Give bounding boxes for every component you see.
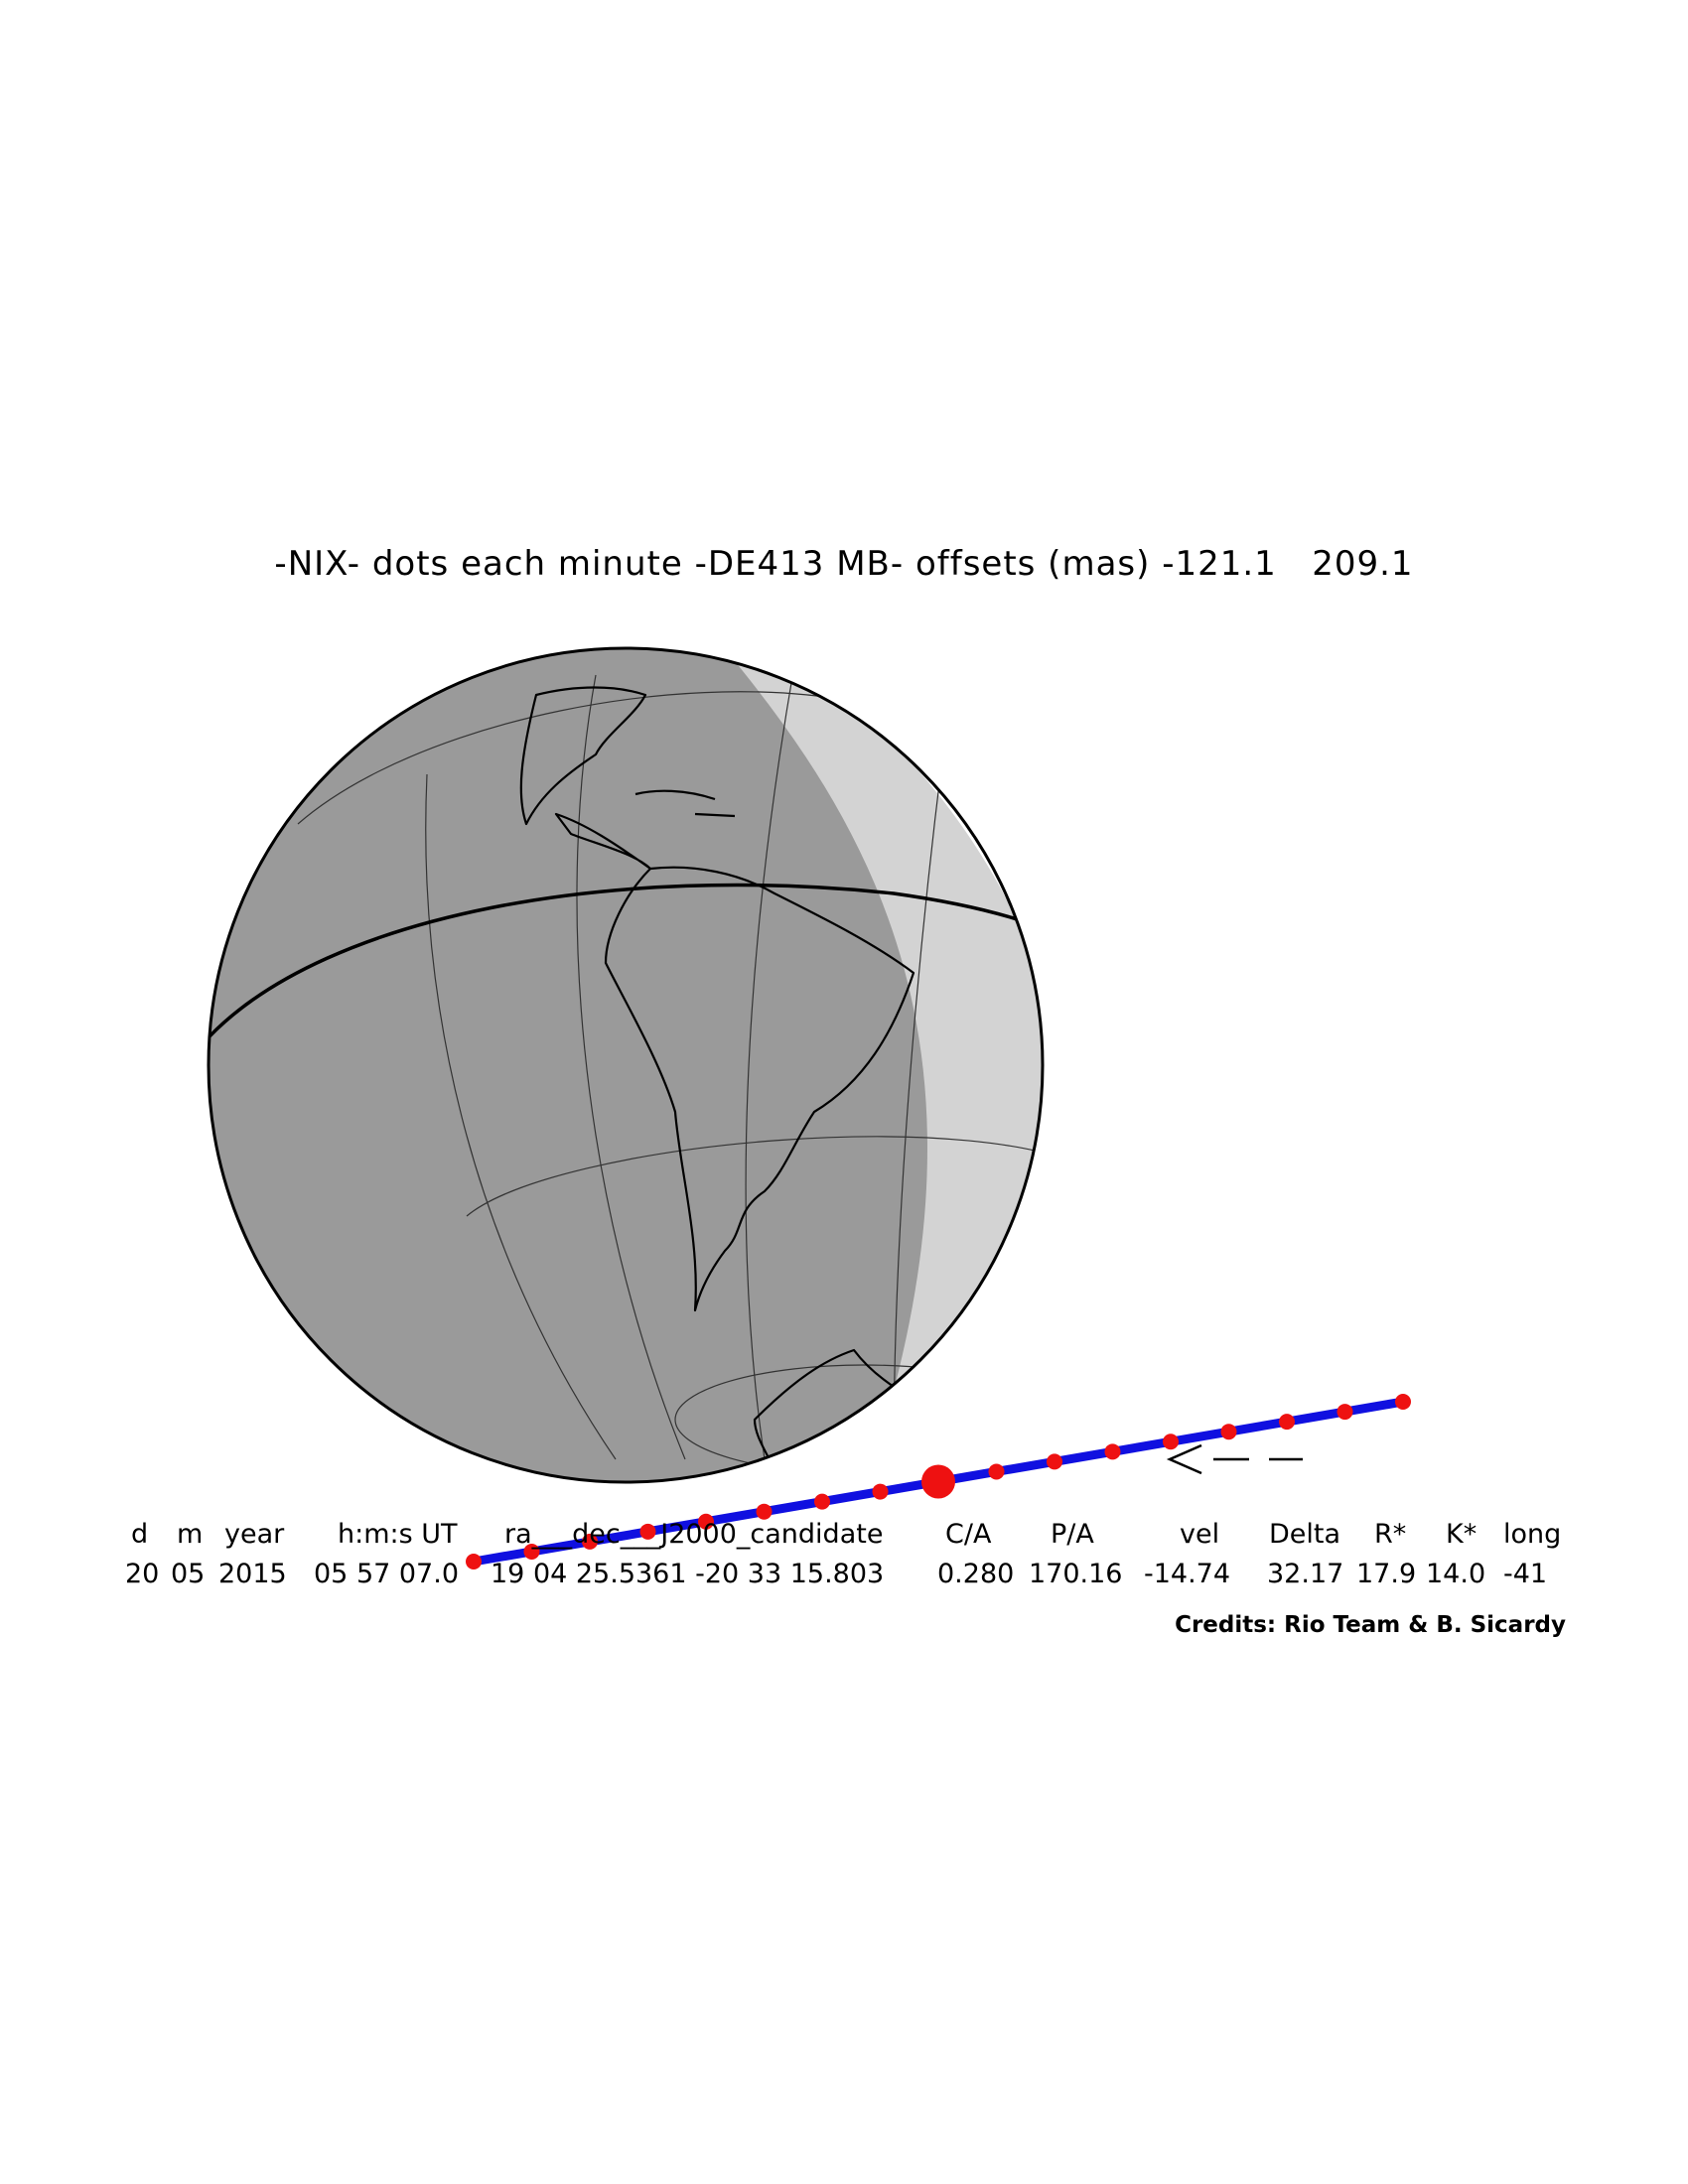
minute-dot xyxy=(1336,1404,1353,1421)
minute-dot xyxy=(1104,1443,1121,1460)
value-year: 2015 xyxy=(218,1559,287,1589)
minute-dot xyxy=(756,1503,773,1520)
south-america xyxy=(604,866,915,1312)
value-time: 05 57 07.0 xyxy=(314,1559,459,1589)
header-day: d xyxy=(131,1519,149,1550)
night-region xyxy=(209,648,927,1482)
header-long: long xyxy=(1503,1519,1562,1550)
header-delta: Delta xyxy=(1269,1519,1341,1550)
header-kstar: K* xyxy=(1446,1519,1477,1550)
direction-arrow xyxy=(1166,1443,1303,1475)
africa xyxy=(1027,669,1043,1238)
value-vel: -14.74 xyxy=(1144,1559,1231,1589)
value-ca: 0.280 xyxy=(937,1559,1015,1589)
minute-dot xyxy=(988,1463,1005,1480)
caribbean xyxy=(634,789,736,818)
value-day: 20 xyxy=(125,1559,160,1589)
minute-dot xyxy=(1047,1453,1062,1470)
header-year: year xyxy=(224,1519,285,1550)
value-kstar: 14.0 xyxy=(1426,1559,1486,1589)
header-radec: ra___dec___J2000_candidate xyxy=(504,1519,884,1550)
minute-dot xyxy=(639,1523,656,1540)
minute-dot xyxy=(872,1483,889,1500)
header-ca: C/A xyxy=(945,1519,992,1550)
closest-approach-dot xyxy=(921,1464,955,1499)
value-month: 05 xyxy=(171,1559,206,1589)
map-title: -NIX- dots each minute -DE413 MB- offset… xyxy=(274,544,1414,584)
central-america xyxy=(554,812,652,871)
value-pa: 170.16 xyxy=(1029,1559,1123,1589)
minute-dot xyxy=(523,1543,540,1560)
minute-dot xyxy=(1163,1433,1179,1450)
header-month: m xyxy=(177,1519,204,1550)
minute-dot xyxy=(814,1493,830,1510)
header-time: h:m:s UT xyxy=(338,1519,458,1550)
minute-dot xyxy=(1279,1414,1295,1431)
minute-dot xyxy=(1220,1424,1237,1440)
header-rstar: R* xyxy=(1374,1519,1407,1550)
minute-dot xyxy=(1395,1394,1411,1410)
minute-dot xyxy=(582,1533,598,1550)
value-rstar: 17.9 xyxy=(1356,1559,1417,1589)
minute-dot xyxy=(466,1554,482,1570)
minute-dot xyxy=(698,1513,714,1530)
value-radec: 19 04 25.5361 -20 33 15.803 xyxy=(491,1559,885,1589)
header-vel: vel xyxy=(1180,1519,1220,1550)
value-delta: 32.17 xyxy=(1267,1559,1344,1589)
value-long: -41 xyxy=(1503,1559,1548,1589)
credits: Credits: Rio Team & B. Sicardy xyxy=(1175,1612,1566,1638)
shadow-track xyxy=(466,1394,1411,1570)
header-pa: P/A xyxy=(1051,1519,1094,1550)
equator xyxy=(209,883,1043,1054)
north-america xyxy=(519,686,647,826)
